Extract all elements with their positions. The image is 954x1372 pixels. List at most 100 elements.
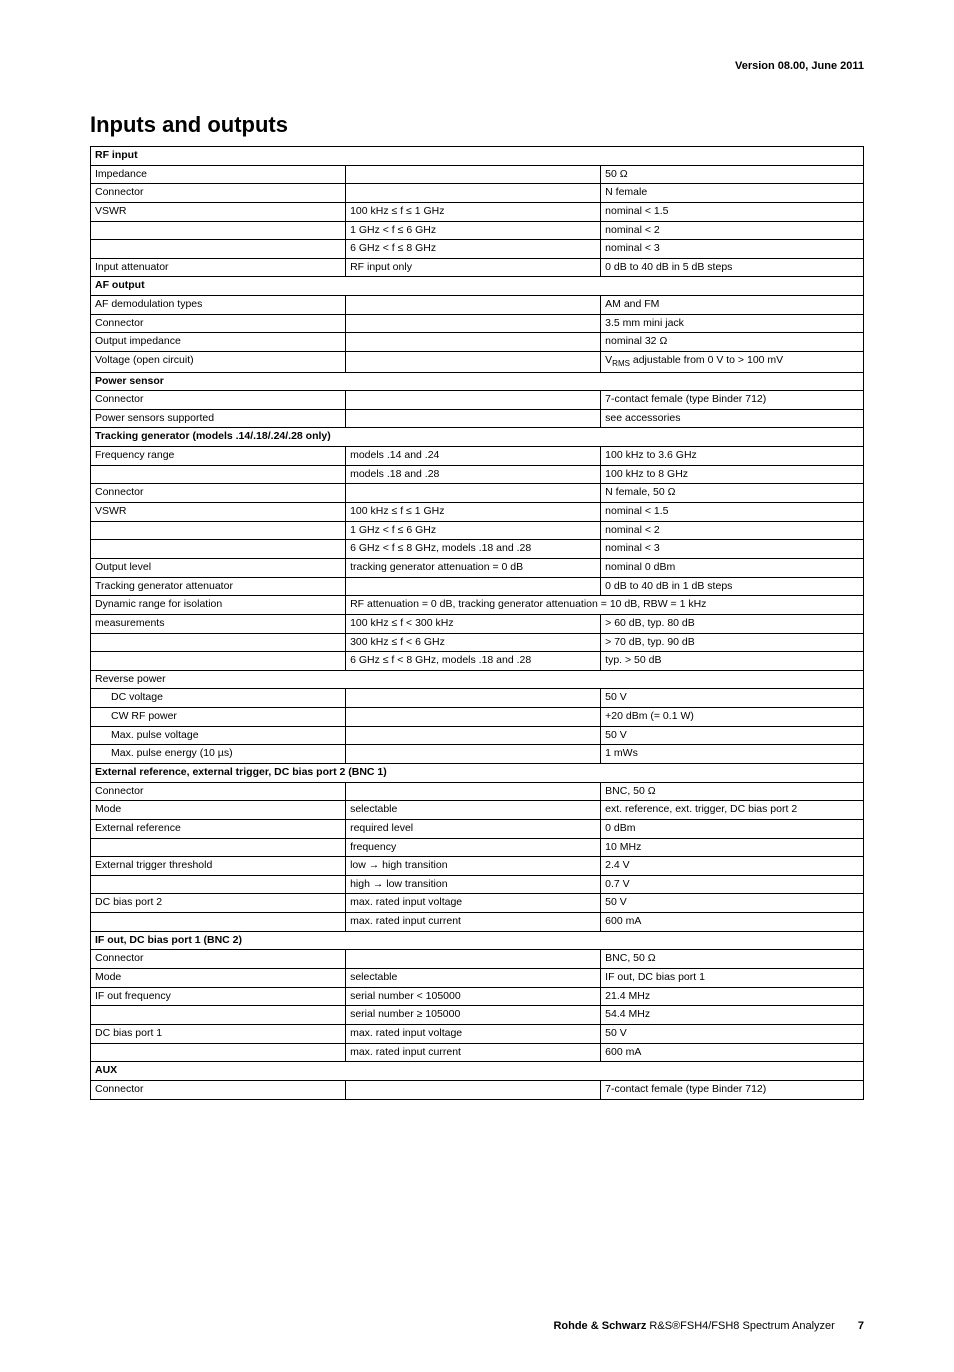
cell: serial number ≥ 105000	[346, 1006, 601, 1025]
table-row: 6 GHz ≤ f < 8 GHz, models .18 and .28typ…	[91, 652, 864, 671]
table-row: Output leveltracking generator attenuati…	[91, 558, 864, 577]
table-row: 1 GHz < f ≤ 6 GHznominal < 2	[91, 521, 864, 540]
cell: 2.4 V	[601, 857, 864, 876]
table-row: Connector7-contact female (type Binder 7…	[91, 391, 864, 410]
cell: required level	[346, 819, 601, 838]
cell	[346, 745, 601, 764]
cell	[91, 1043, 346, 1062]
table-row: measurements100 kHz ≤ f < 300 kHz> 60 dB…	[91, 614, 864, 633]
table-row: AF demodulation types AM and FM	[91, 296, 864, 315]
cell: models .18 and .28	[346, 465, 601, 484]
cell: typ. > 50 dB	[601, 652, 864, 671]
cell: Input attenuator	[91, 258, 346, 277]
cell	[346, 391, 601, 410]
cell: VSWR	[91, 202, 346, 221]
table-row: 300 kHz ≤ f < 6 GHz> 70 dB, typ. 90 dB	[91, 633, 864, 652]
cell: max. rated input voltage	[346, 1024, 601, 1043]
cell	[346, 950, 601, 969]
cell	[346, 165, 601, 184]
cell: Connector	[91, 484, 346, 503]
cell: nominal < 2	[601, 521, 864, 540]
cell: Dynamic range for isolation	[91, 596, 346, 615]
section-header-cell: AUX	[91, 1062, 864, 1081]
cell	[91, 221, 346, 240]
specs-table: RF inputImpedance50 Ω Connector N female VS…	[90, 146, 864, 1100]
cell: ext. reference, ext. trigger, DC bias po…	[601, 801, 864, 820]
cell: N female, 50 Ω	[601, 484, 864, 503]
cell: Max. pulse energy (10 µs)	[91, 745, 346, 764]
cell: see accessories	[601, 409, 864, 428]
cell: VRMS adjustable from 0 V to > 100 mV	[601, 352, 864, 372]
cell	[91, 875, 346, 894]
cell: selectable	[346, 801, 601, 820]
table-row: Power sensors supported see accessories	[91, 409, 864, 428]
table-row: Connector 7-contact female (type Binder 7…	[91, 1080, 864, 1099]
cell	[346, 184, 601, 203]
cell: DC bias port 1	[91, 1024, 346, 1043]
section-header-cell: IF out, DC bias port 1 (BNC 2)	[91, 931, 864, 950]
cell: N female	[601, 184, 864, 203]
cell: BNC, 50 Ω	[601, 782, 864, 801]
cell: Voltage (open circuit)	[91, 352, 346, 372]
cell: Connector	[91, 950, 346, 969]
cell: nominal 32 Ω	[601, 333, 864, 352]
cell: 1 GHz < f ≤ 6 GHz	[346, 221, 601, 240]
cell: Mode	[91, 801, 346, 820]
cell: 3.5 mm mini jack	[601, 314, 864, 333]
cell	[346, 333, 601, 352]
cell: 1 mWs	[601, 745, 864, 764]
table-row: CW RF power+20 dBm (= 0.1 W)	[91, 708, 864, 727]
cell: low → high transition	[346, 857, 601, 876]
table-row: Impedance50 Ω	[91, 165, 864, 184]
cell	[91, 1006, 346, 1025]
version-text: Version 08.00, June 2011	[90, 60, 864, 72]
cell	[91, 633, 346, 652]
table-row: Reverse power	[91, 670, 864, 689]
table-row: 6 GHz < f ≤ 8 GHz, models .18 and .28nom…	[91, 540, 864, 559]
table-row: Voltage (open circuit) VRMS adjustable fr…	[91, 352, 864, 372]
cell: Connector	[91, 1080, 346, 1099]
cell: 7-contact female (type Binder 712)	[601, 1080, 864, 1099]
cell: RF input only	[346, 258, 601, 277]
cell: Power sensors supported	[91, 409, 346, 428]
cell: Connector	[91, 391, 346, 410]
table-row: External trigger thresholdlow → high tra…	[91, 857, 864, 876]
section-header-cell: Power sensor	[91, 372, 864, 391]
cell	[346, 352, 601, 372]
cell: DC voltage	[91, 689, 346, 708]
table-row: Dynamic range for isolationRF attenuatio…	[91, 596, 864, 615]
cell: AM and FM	[601, 296, 864, 315]
table-row: high → low transition0.7 V	[91, 875, 864, 894]
table-row: Connector N female, 50 Ω	[91, 484, 864, 503]
cell: 50 V	[601, 1024, 864, 1043]
cell: nominal < 2	[601, 221, 864, 240]
footer-product: R&S®FSH4/FSH8 Spectrum Analyzer	[646, 1320, 834, 1332]
table-row: AF output	[91, 277, 864, 296]
cell: 0.7 V	[601, 875, 864, 894]
table-row: Tracking generator attenuator 0 dB to 40 …	[91, 577, 864, 596]
cell	[346, 782, 601, 801]
cell: IF out frequency	[91, 987, 346, 1006]
cell	[346, 726, 601, 745]
table-row: DC bias port 1max. rated input voltage50…	[91, 1024, 864, 1043]
cell: 50 V	[601, 689, 864, 708]
cell: 100 kHz to 8 GHz	[601, 465, 864, 484]
cell	[346, 689, 601, 708]
table-row: ConnectorBNC, 50 Ω	[91, 782, 864, 801]
cell: AF demodulation types	[91, 296, 346, 315]
cell: models .14 and .24	[346, 447, 601, 466]
section-header-cell: RF input	[91, 147, 864, 166]
cell: 50 V	[601, 726, 864, 745]
cell	[91, 838, 346, 857]
table-row: ModeselectableIF out, DC bias port 1	[91, 969, 864, 988]
table-row: External referencerequired level0 dBm	[91, 819, 864, 838]
cell: 100 kHz ≤ f < 300 kHz	[346, 614, 601, 633]
table-row: RF input	[91, 147, 864, 166]
cell: Max. pulse voltage	[91, 726, 346, 745]
page-footer: Rohde & Schwarz R&S®FSH4/FSH8 Spectrum A…	[90, 1320, 864, 1332]
cell: max. rated input current	[346, 1043, 601, 1062]
cell: selectable	[346, 969, 601, 988]
cell: External reference	[91, 819, 346, 838]
cell: 0 dB to 40 dB in 1 dB steps	[601, 577, 864, 596]
cell: Tracking generator attenuator	[91, 577, 346, 596]
